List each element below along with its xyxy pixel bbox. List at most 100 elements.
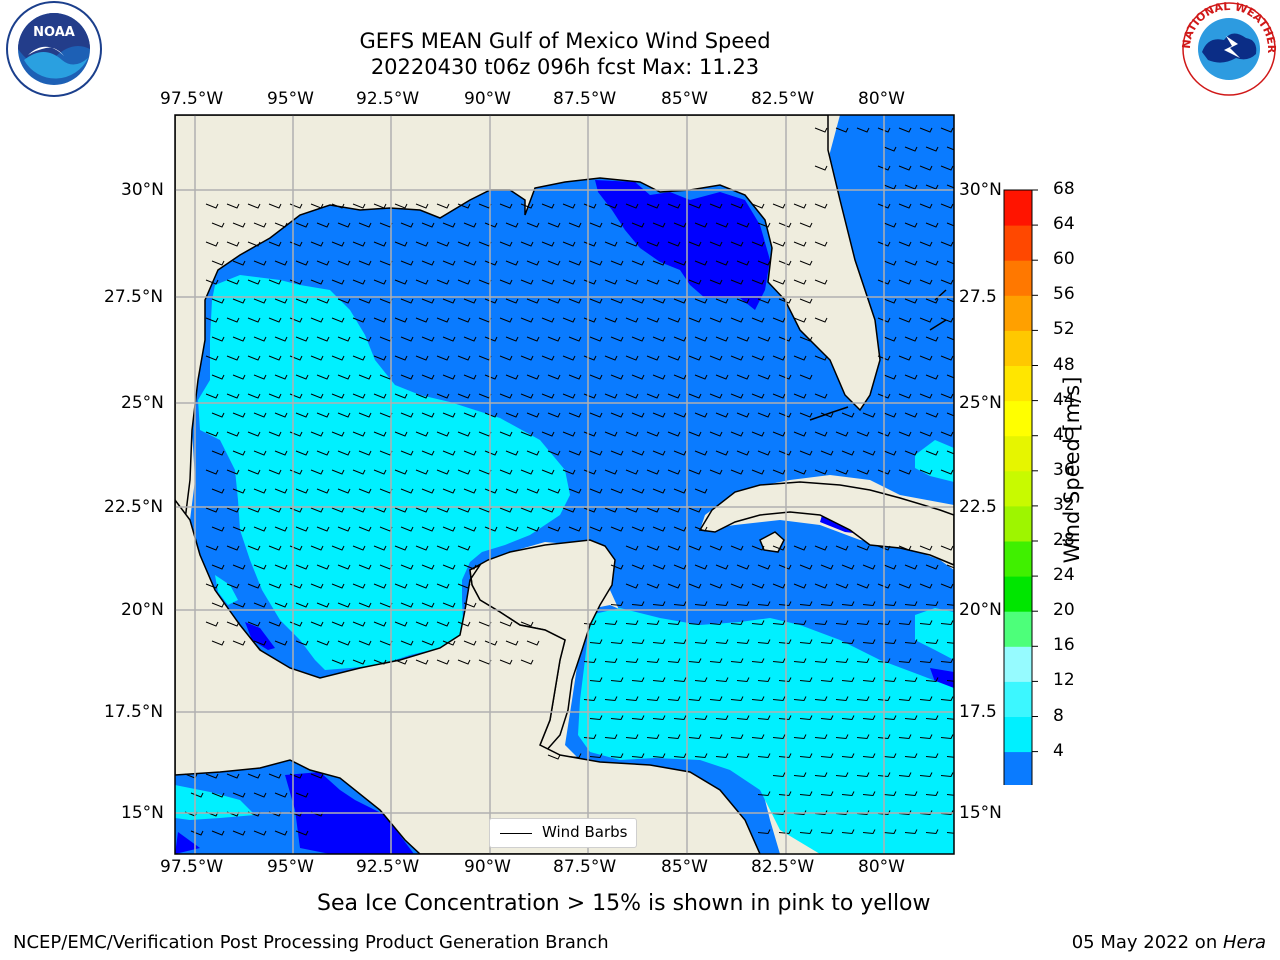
wind-barb — [358, 260, 372, 266]
wind-barb — [898, 393, 912, 399]
wind-barb — [310, 545, 324, 551]
wind-barb — [814, 620, 828, 626]
wind-barb — [673, 564, 687, 570]
wind-barb — [253, 792, 267, 798]
wind-barb — [862, 639, 876, 645]
wind-barb — [694, 298, 708, 304]
wind-barb — [793, 545, 807, 551]
wind-barb — [940, 241, 954, 247]
wind-barb — [562, 241, 576, 247]
wind-barb — [730, 545, 744, 551]
wind-barb — [541, 393, 555, 399]
wind-barb — [247, 203, 261, 209]
wind-barb — [337, 222, 351, 228]
colorbar-tick-label: 64 — [1053, 214, 1075, 235]
wind-barb — [694, 677, 708, 683]
wind-barb — [799, 450, 813, 456]
wind-barb — [862, 677, 876, 683]
wind-barb — [841, 791, 855, 797]
wind-barb — [877, 620, 891, 626]
wind-barb — [772, 279, 786, 285]
wind-barb — [940, 431, 954, 437]
wind-barb — [694, 526, 708, 532]
wind-barb — [316, 412, 330, 418]
wind-barb — [904, 450, 918, 456]
wind-barb — [667, 696, 681, 702]
lat-label-right: 27.5 — [959, 287, 997, 307]
wind-barb — [373, 317, 387, 323]
wind-barb — [436, 545, 450, 551]
wind-barb — [772, 583, 786, 589]
wind-barb — [904, 298, 918, 304]
wind-barb — [499, 507, 513, 513]
wind-barb — [883, 677, 897, 683]
wind-barb — [694, 412, 708, 418]
wind-barb — [394, 545, 408, 551]
wind-barb — [883, 639, 897, 645]
wind-barb — [925, 564, 939, 570]
wind-barb — [925, 260, 939, 266]
wind-barb — [835, 127, 849, 133]
wind-barb — [946, 146, 954, 151]
wind-barb — [310, 469, 324, 475]
wind-barb — [919, 431, 933, 437]
wind-barb — [940, 696, 954, 702]
wind-barb — [400, 488, 414, 494]
wind-barb — [436, 583, 450, 589]
wind-barb — [211, 488, 225, 494]
wind-barb — [877, 393, 891, 399]
wind-barb — [799, 298, 813, 304]
wind-barb — [442, 640, 456, 646]
wind-barb — [631, 412, 645, 418]
wind-barb — [358, 412, 372, 418]
wind-barb — [814, 203, 828, 209]
wind-barb — [589, 298, 603, 304]
colorbar-segment — [1004, 751, 1032, 785]
wind-barb — [337, 412, 351, 418]
wind-barb — [526, 450, 540, 456]
colorbar-segment — [1004, 470, 1032, 507]
wind-barb — [310, 317, 324, 323]
wind-barb — [400, 298, 414, 304]
wind-barb — [547, 412, 561, 418]
wind-barb — [400, 222, 414, 228]
wind-barb — [814, 127, 828, 133]
wind-barb — [358, 564, 372, 570]
wind-barb — [484, 222, 498, 228]
wind-barb — [394, 279, 408, 285]
wind-barb — [883, 146, 897, 152]
wind-barb — [940, 279, 954, 285]
wind-barb — [463, 336, 477, 342]
wind-barb — [400, 564, 414, 570]
wind-barb — [232, 298, 246, 304]
wind-barb — [610, 639, 624, 645]
wind-barb — [562, 317, 576, 323]
wind-barb — [274, 602, 288, 608]
wind-barb — [904, 715, 918, 721]
wind-barb — [814, 355, 828, 361]
wind-barb — [919, 810, 933, 816]
wind-barb — [673, 526, 687, 532]
wind-barb — [499, 659, 513, 665]
wind-barb — [730, 279, 744, 285]
wind-barb — [709, 279, 723, 285]
wind-barb — [814, 545, 828, 551]
colorbar-segment — [1004, 505, 1032, 542]
wind-barb — [820, 601, 834, 607]
wind-barb — [772, 203, 786, 209]
wind-barb — [757, 715, 771, 721]
wind-barb — [268, 773, 282, 779]
wind-barb — [940, 203, 954, 209]
wind-barb — [421, 412, 435, 418]
wind-barb — [694, 260, 708, 266]
wind-barb — [526, 412, 540, 418]
wind-barb — [946, 336, 954, 341]
wind-barb — [730, 620, 744, 626]
wind-barb — [919, 355, 933, 361]
wind-barb — [694, 374, 708, 380]
colorbar-segment — [1004, 681, 1032, 717]
colorbar-label: Wind Speed [m/s] — [1060, 376, 1084, 564]
wind-barb — [442, 336, 456, 342]
wind-barb — [253, 526, 267, 532]
cuba-landmass — [698, 481, 954, 566]
